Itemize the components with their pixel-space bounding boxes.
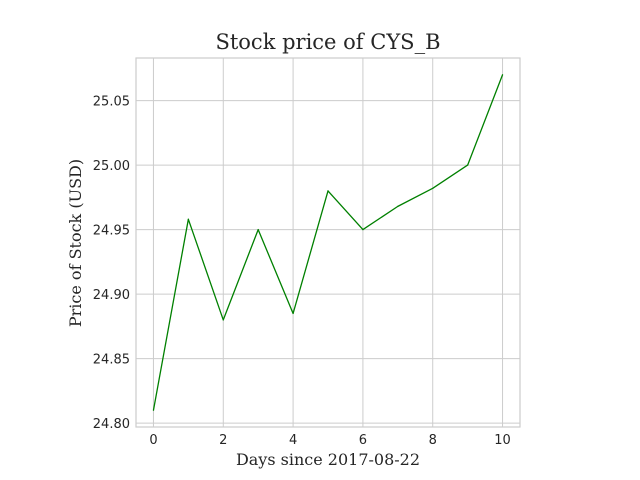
y-tick-label: 24.95: [93, 224, 130, 239]
x-tick-label: 10: [494, 433, 511, 448]
x-tick-label: 8: [429, 433, 437, 448]
chart-title: Stock price of CYS_B: [215, 30, 440, 54]
x-tick-label: 6: [359, 433, 367, 448]
x-tick-label: 4: [289, 433, 297, 448]
x-tick-label: 0: [149, 433, 157, 448]
y-tick-label: 24.80: [93, 417, 130, 432]
price-point: [257, 228, 259, 231]
price-point: [432, 187, 434, 189]
y-tick-label: 25.05: [93, 95, 130, 110]
price-point: [187, 218, 189, 220]
y-tick-label: 24.90: [93, 288, 130, 303]
price-point: [467, 164, 469, 166]
price-line: [152, 74, 504, 411]
plot-frame: [135, 57, 521, 428]
y-axis-label: Price of Stock (USD): [66, 159, 85, 327]
price-point: [327, 190, 329, 192]
grid-layer: [136, 58, 520, 427]
price-point: [222, 319, 224, 321]
x-axis-label: Days since 2017-08-22: [236, 450, 420, 469]
price-point: [362, 228, 364, 231]
y-tick-label: 24.85: [93, 353, 130, 368]
price-point: [152, 409, 155, 411]
price-point: [501, 74, 504, 76]
tick-layer: 0 2 4 6 8 10 24.80 24.85 24.90 24.95 25.00 25.05: [93, 95, 511, 448]
x-tick-label: 2: [219, 433, 227, 448]
price-point: [397, 205, 399, 207]
series-layer: [152, 74, 504, 411]
price-point: [292, 312, 294, 315]
y-tick-label: 25.00: [93, 159, 130, 174]
